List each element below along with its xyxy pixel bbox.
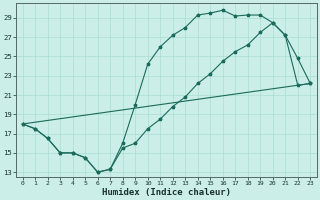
X-axis label: Humidex (Indice chaleur): Humidex (Indice chaleur) [102, 188, 231, 197]
